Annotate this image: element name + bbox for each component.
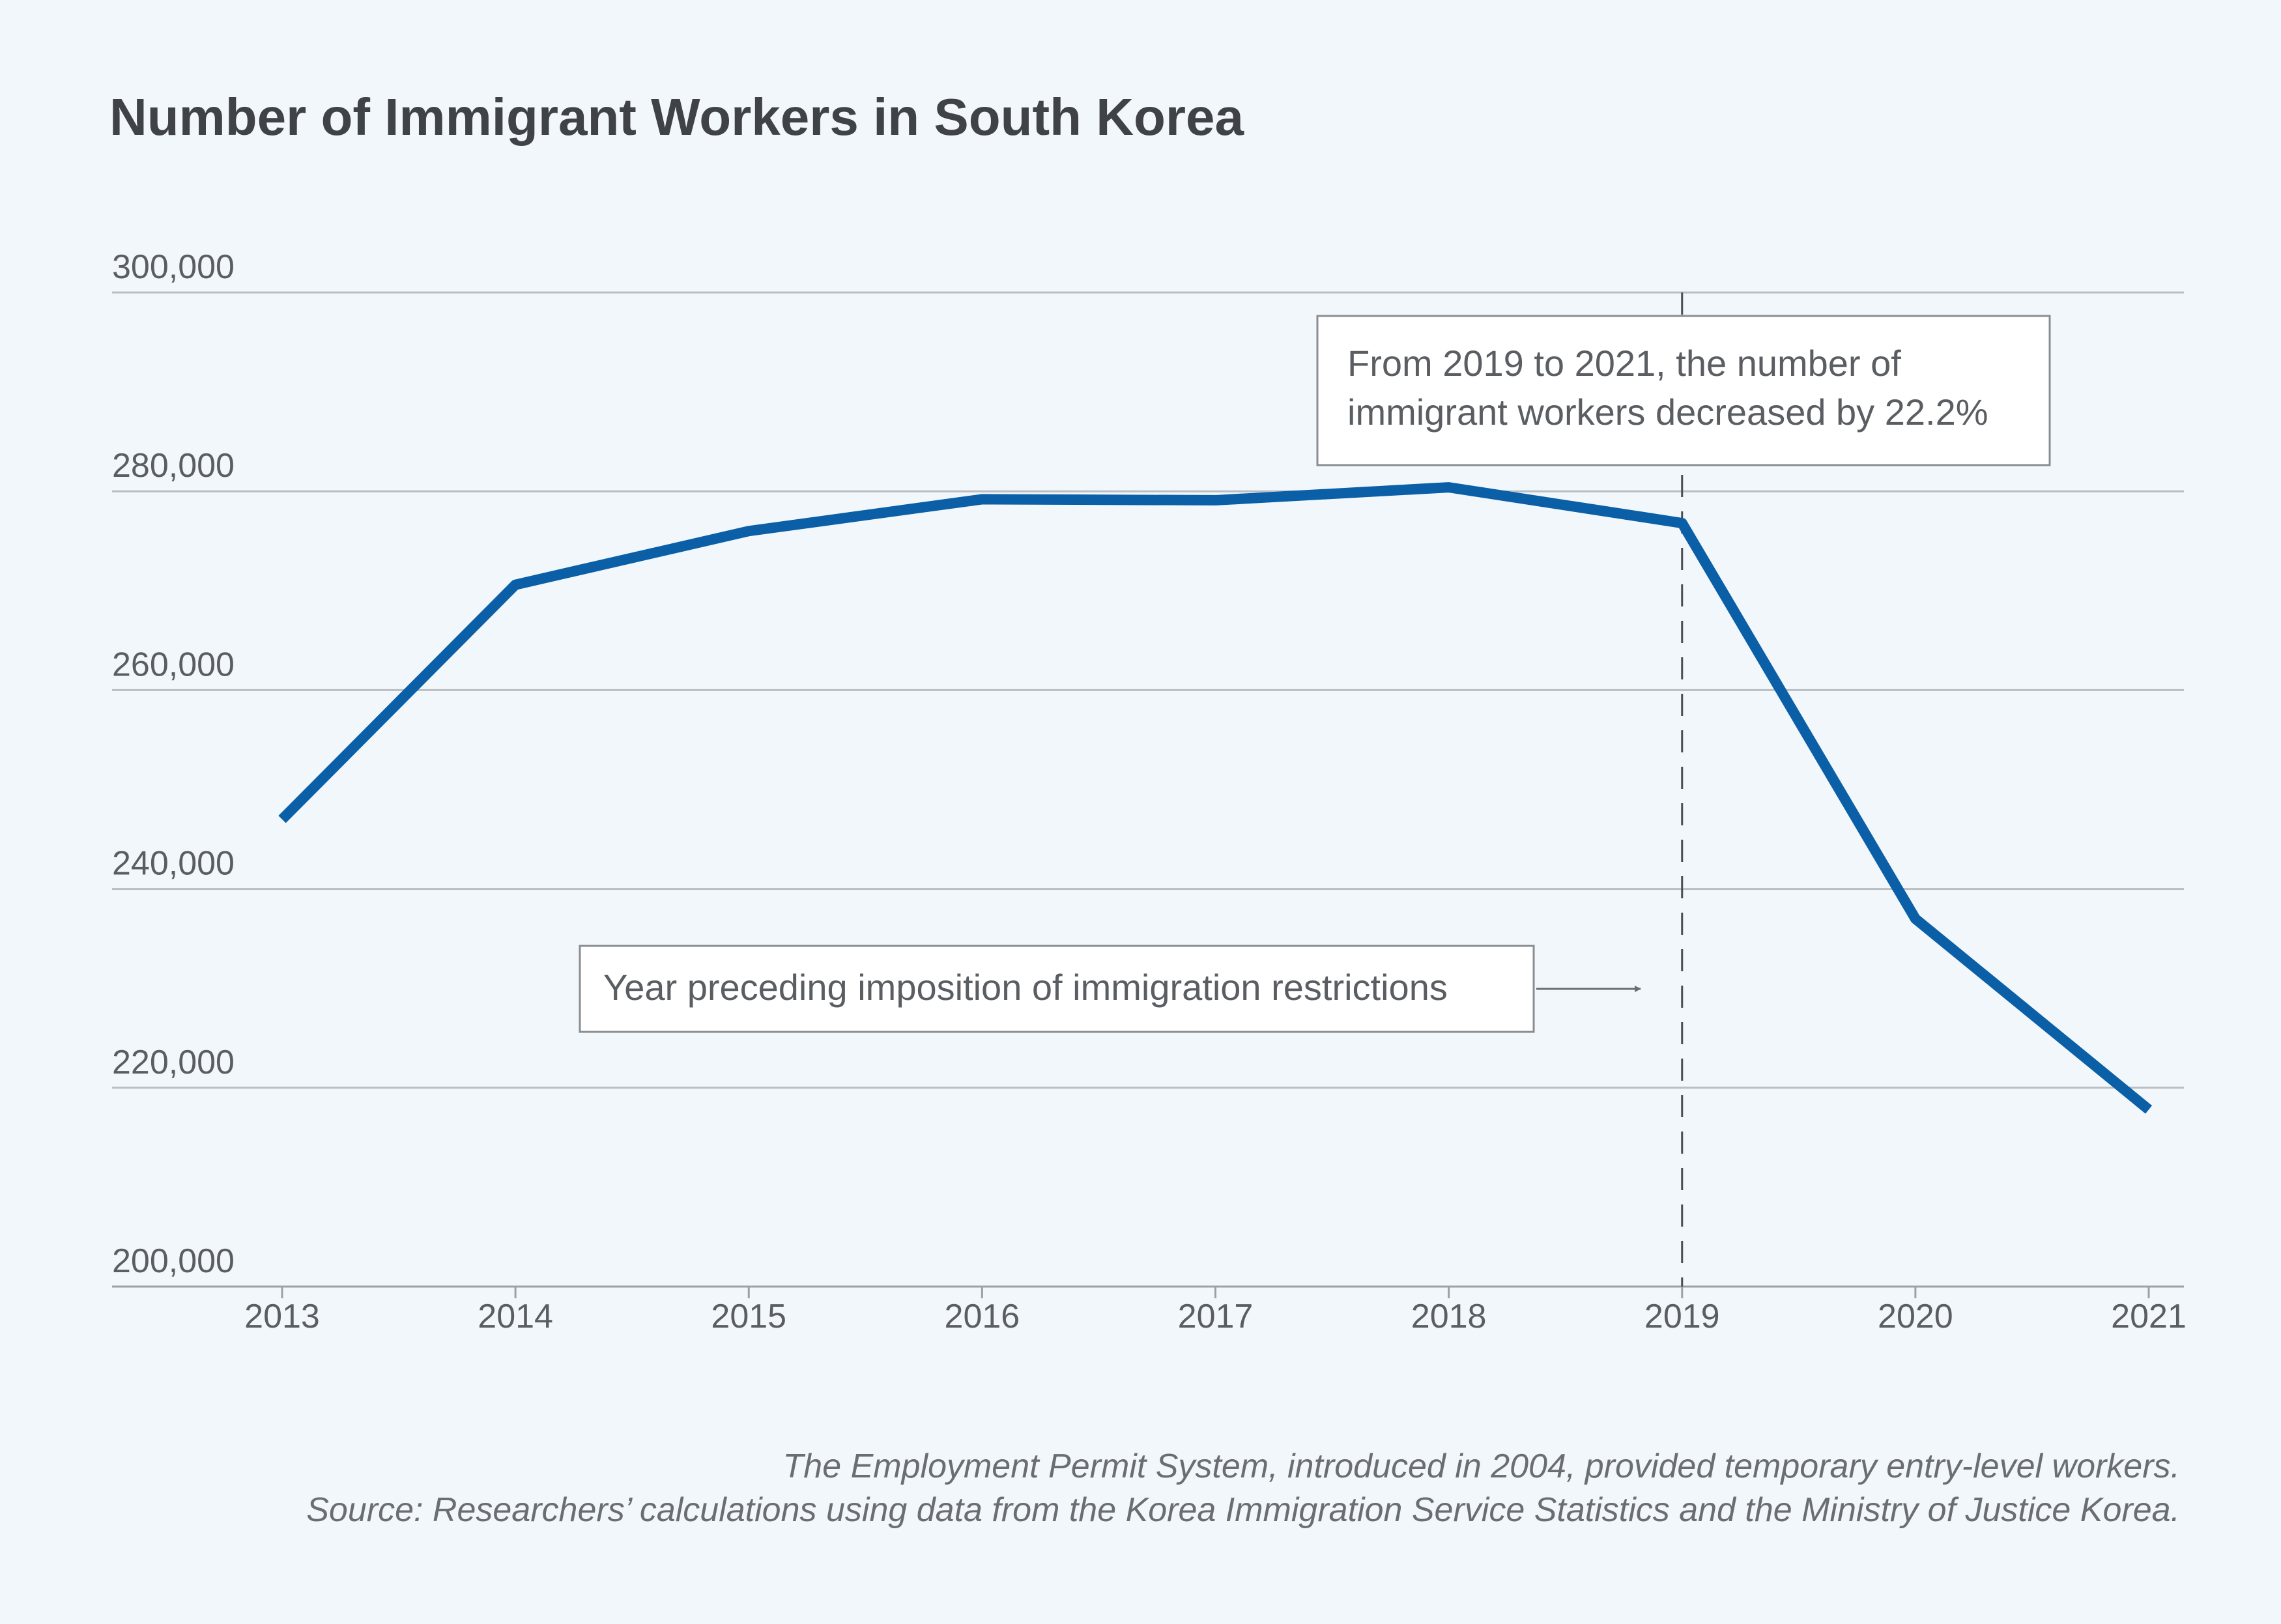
x-tick-label-2015: 2015	[711, 1298, 786, 1335]
x-tick-label-2016: 2016	[945, 1298, 1020, 1335]
annotation-restriction: Year preceding imposition of immigration…	[579, 945, 1641, 1033]
x-tick-label-2019: 2019	[1644, 1298, 1720, 1335]
y-tick-label-220000: 220,000	[112, 1044, 235, 1081]
x-tick-label-2014: 2014	[478, 1298, 553, 1335]
x-tick-label-2021: 2021	[2111, 1298, 2187, 1335]
annotation-decrease: From 2019 to 2021, the number of immigra…	[1316, 315, 2051, 466]
series-line-0	[278, 482, 2153, 1114]
series	[278, 482, 2153, 1114]
x-axis: 2013 2014 2015 2016 2017 2018 2019 2020 2021	[244, 1287, 2187, 1335]
y-tick-label-280000: 280,000	[112, 447, 235, 485]
y-tick-label-240000: 240,000	[112, 845, 235, 883]
annotation-decrease-line-1: From 2019 to 2021, the number of	[1347, 343, 1901, 384]
annotation-restriction-box	[579, 945, 1535, 1033]
y-tick-label-300000: 300,000	[112, 248, 235, 286]
annotation-restriction-text: Year preceding imposition of immigration…	[603, 967, 1448, 1008]
annotation-decrease-box	[1316, 315, 2051, 466]
note-line-2: Source: Researchers’ calculations using …	[306, 1491, 2180, 1529]
y-tick-label-260000: 260,000	[112, 646, 235, 683]
chart-title: Number of Immigrant Workers in South Kor…	[109, 88, 1244, 146]
y-tick-label-200000: 200,000	[112, 1242, 235, 1280]
x-tick-label-2018: 2018	[1411, 1298, 1487, 1335]
x-tick-label-2017: 2017	[1178, 1298, 1254, 1335]
x-tick-label-2020: 2020	[1878, 1298, 1953, 1335]
note-line-1: The Employment Permit System, introduced…	[783, 1447, 2180, 1485]
grid	[112, 291, 2184, 1288]
x-tick-label-2013: 2013	[244, 1298, 320, 1335]
y-axis: 200,000 220,000 240,000 260,000 280,000 300,0…	[112, 248, 235, 1280]
annotation-decrease-line-2: immigrant workers decreased by 22.2%	[1347, 392, 1988, 433]
